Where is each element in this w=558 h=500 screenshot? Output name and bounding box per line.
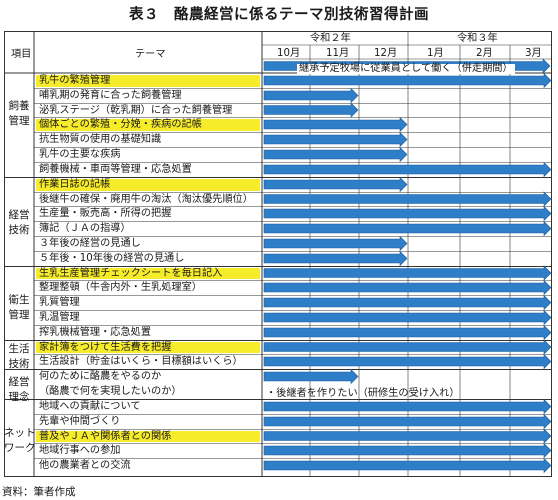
schedule-arrow [263,102,359,118]
row-theme-text: 泌乳ステージ（乾乳期）に合った飼養管理 [39,104,233,116]
row-theme-text: ５年後・10年後の経営の見通し [39,252,185,264]
category-feeding-management: 飼養 管理 [8,100,30,127]
header-theme-label: テーマ [135,49,166,60]
month-label-10: 10月 [277,48,301,59]
row-highlight [36,431,260,442]
header-year2: 令和３年 [457,33,498,44]
row-highlight [36,75,260,87]
row-theme-text: 抗生物質の使用の基礎知識 [39,133,162,145]
plan-table: 項目 テーマ 令和２年 令和３年 10月 11月 12月 1月 2月 3月 継承… [4,31,552,477]
row-theme-text: 生産量・販売高・所得の把握 [39,207,172,219]
category-life-skills: 生活 技術 [8,343,30,370]
month-label-3: 3月 [525,48,542,59]
month-label-11: 11月 [326,48,350,59]
schedule-arrow [263,131,408,148]
philosophy-note: ・後継者を作りたい（研修生の受け入れ） [266,388,460,399]
row-theme-text: 生活設計（貯金はいくら・目標額はいくら） [39,355,243,367]
schedule-arrow [263,146,408,163]
header-item-label: 項目 [11,49,32,60]
row-theme-text: 飼養機械・車両等管理・応急処置 [39,163,192,175]
row-theme-text: 先輩や仲間づくり [39,415,121,427]
row-theme-text: ３年後の経営の見通し [39,237,141,249]
row-theme-text: 乳牛の主要な疾病 [39,148,121,160]
row-theme-text: 地域行事への参加 [39,444,121,456]
row-theme-text: 普及やＪＡや関係者との関係 [39,430,172,442]
row-theme-text: 後継牛の確保・廃用牛の淘汰（淘汰優先順位） [39,193,253,205]
row-theme-text: 搾乳機械管理・応急処置 [39,326,152,338]
row-theme-text: 乳質管理 [39,296,80,308]
schedule-arrow [263,353,552,370]
schedule-arrow [263,294,552,311]
row-theme-text: 家計簿をつけて生活費を把握 [39,341,172,353]
row-theme-text: 作業日誌の記帳 [39,178,111,190]
schedule-arrow [263,309,552,326]
row-theme-text: 地域への貢献について [39,400,141,412]
schedule-arrow [263,72,552,89]
category-network: ネット ワーク [4,427,36,454]
schedule-arrow [263,398,552,415]
schedule-arrow [263,457,552,474]
row-theme-text: （酪農で何を実現したいのか） [39,385,182,397]
month-label-12: 12月 [374,48,398,59]
category-hygiene-management: 衛生 管理 [8,294,30,321]
row-theme-text: 個体ごとの繁殖・分娩・疾病の記帳 [39,118,202,130]
schedule-arrow [263,413,552,430]
schedule-arrow [263,191,552,207]
month-label-1: 1月 [427,48,444,59]
schedule-arrow [263,87,359,104]
row-theme-text: 哺乳期の発育に合った飼養管理 [39,89,182,101]
row-highlight [36,342,260,353]
row-theme-text: 何のために酪農をやるのか [39,370,162,382]
period-note: 継承予定牧場に従業員として働く（併走期間） [297,63,515,75]
source-note: 資料：筆者作成 [2,486,76,498]
schedule-arrow [263,428,552,444]
month-label-2: 2月 [476,48,493,59]
row-theme-text: 生乳生産管理チェックシートを毎日記入 [39,267,223,279]
row-theme-text: 他の農業者との交流 [39,459,131,471]
schedule-arrow [263,235,408,252]
row-theme-text: 整理整頓（牛舎内外・生乳処理室） [39,281,202,293]
schedule-arrow [263,161,552,178]
table-grid-lines [4,31,552,477]
schedule-arrow [263,279,552,296]
category-management-philosophy: 経営 理念 [8,376,30,403]
schedule-arrow [263,265,552,281]
category-management-technique: 経営 技術 [8,209,30,236]
schedule-arrow [263,116,408,133]
row-theme-text: 乳牛の繁殖管理 [39,74,111,86]
row-highlight [36,179,260,191]
schedule-arrow [263,250,408,267]
schedule-arrow [263,339,552,355]
row-theme-text: 乳温管理 [39,311,80,323]
table-title: 表３ 酪農経営に係るテーマ別技術習得計画 [129,7,429,23]
row-theme-text: 簿記（ＪＡの指導） [39,222,131,234]
row-highlight [36,119,260,131]
schedule-arrow [263,176,408,193]
schedule-arrow [263,220,552,237]
header-year1: 令和２年 [310,33,351,44]
schedule-arrow [263,205,552,222]
schedule-arrow [263,442,552,459]
schedule-arrow [263,324,552,341]
row-highlight [36,268,260,279]
schedule-arrow [263,368,359,385]
